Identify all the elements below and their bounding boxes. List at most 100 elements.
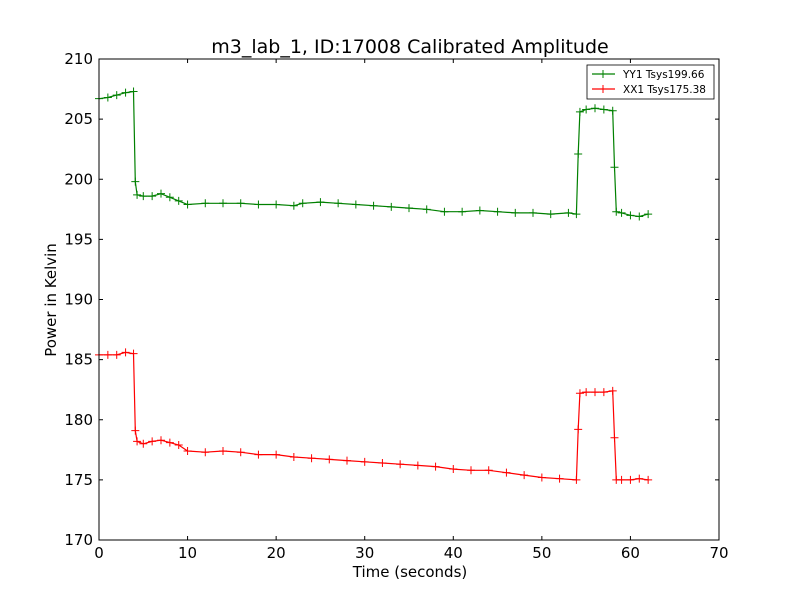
data-point xyxy=(165,193,174,202)
data-point xyxy=(599,388,608,397)
data-point xyxy=(289,201,298,210)
data-point xyxy=(617,475,626,484)
data-point xyxy=(502,468,511,477)
data-point xyxy=(272,450,281,459)
data-point xyxy=(572,210,581,219)
x-tick-label: 50 xyxy=(532,544,551,562)
data-point xyxy=(555,474,564,483)
data-point xyxy=(574,425,583,434)
data-point xyxy=(612,207,621,216)
data-point xyxy=(307,454,316,463)
data-point xyxy=(458,207,467,216)
data-point xyxy=(582,388,591,397)
data-point xyxy=(139,439,148,448)
data-point xyxy=(387,202,396,211)
data-point xyxy=(103,350,112,359)
data-point xyxy=(422,205,431,214)
data-point xyxy=(626,475,635,484)
data-point xyxy=(325,455,334,464)
y-axis-label: Power in Kelvin xyxy=(42,243,60,357)
y-tick-label: 185 xyxy=(64,351,93,369)
y-tick-label: 205 xyxy=(64,110,93,128)
data-point xyxy=(431,462,440,471)
data-point xyxy=(121,348,130,357)
data-point xyxy=(165,438,174,447)
axis-ticks: 0 10 20 30 40 50 60 70 170 175 180 185 190 195 200 205 2… xyxy=(64,50,728,562)
data-point xyxy=(546,210,555,219)
data-point xyxy=(148,437,157,446)
legend: YY1 Tsys199.66 XX1 Tsys175.38 xyxy=(586,64,715,100)
data-point xyxy=(467,466,475,475)
y-tick-label: 190 xyxy=(64,291,93,309)
data-point xyxy=(475,206,484,215)
data-point xyxy=(591,388,599,397)
data-point xyxy=(289,453,298,462)
data-point xyxy=(610,433,619,442)
data-point xyxy=(574,149,583,158)
data-point xyxy=(112,350,121,359)
data-point xyxy=(635,212,644,221)
data-point xyxy=(131,426,140,435)
x-tick-label: 40 xyxy=(444,544,463,562)
data-point xyxy=(174,441,183,450)
data-point xyxy=(575,389,584,398)
legend-label: YY1 Tsys199.66 xyxy=(622,69,705,81)
legend-label: XX1 Tsys175.38 xyxy=(623,84,706,96)
data-point xyxy=(644,475,653,484)
data-point xyxy=(316,198,325,207)
data-point xyxy=(378,459,387,468)
data-point xyxy=(103,93,112,102)
data-point xyxy=(139,192,148,201)
data-point xyxy=(608,386,617,395)
data-point xyxy=(254,200,263,209)
data-point xyxy=(644,210,653,219)
data-point xyxy=(405,204,413,213)
data-point xyxy=(520,471,529,480)
data-point xyxy=(174,196,183,205)
data-point xyxy=(493,207,502,216)
x-tick-label: 20 xyxy=(267,544,286,562)
data-point xyxy=(334,199,343,208)
x-axis-label: Time (seconds) xyxy=(352,563,468,581)
y-tick-label: 195 xyxy=(64,230,93,248)
data-point xyxy=(572,475,581,484)
data-point xyxy=(529,208,537,217)
data-point xyxy=(254,450,263,459)
data-point xyxy=(157,436,165,445)
data-point xyxy=(608,106,617,115)
data-point xyxy=(157,189,165,198)
data-point xyxy=(610,163,619,172)
data-point xyxy=(591,104,599,113)
x-tick-label: 0 xyxy=(94,544,104,562)
y-tick-label: 175 xyxy=(64,471,93,489)
data-point xyxy=(582,105,591,114)
data-point xyxy=(564,208,573,217)
data-point xyxy=(369,201,378,210)
y-tick-label: 170 xyxy=(64,531,93,549)
data-point xyxy=(449,465,458,474)
legend-marker xyxy=(599,70,607,78)
x-tick-label: 70 xyxy=(709,544,728,562)
data-point xyxy=(133,190,142,199)
data-point xyxy=(272,200,281,209)
data-point xyxy=(413,461,422,470)
data-point xyxy=(236,199,245,208)
data-point xyxy=(635,474,644,483)
data-point xyxy=(440,207,449,216)
data-point xyxy=(129,349,138,358)
data-point xyxy=(201,448,210,457)
series-1 xyxy=(95,348,653,484)
data-point xyxy=(626,211,635,220)
data-point xyxy=(201,199,210,208)
data-point xyxy=(131,177,140,186)
data-point xyxy=(360,457,369,466)
data-point xyxy=(599,105,608,114)
data-point xyxy=(511,208,520,217)
data-point xyxy=(236,448,245,457)
legend-marker xyxy=(599,85,607,93)
data-point xyxy=(298,199,307,208)
data-point xyxy=(617,208,626,217)
data-point xyxy=(121,88,130,97)
y-tick-label: 210 xyxy=(64,50,93,68)
data-point xyxy=(219,447,227,456)
